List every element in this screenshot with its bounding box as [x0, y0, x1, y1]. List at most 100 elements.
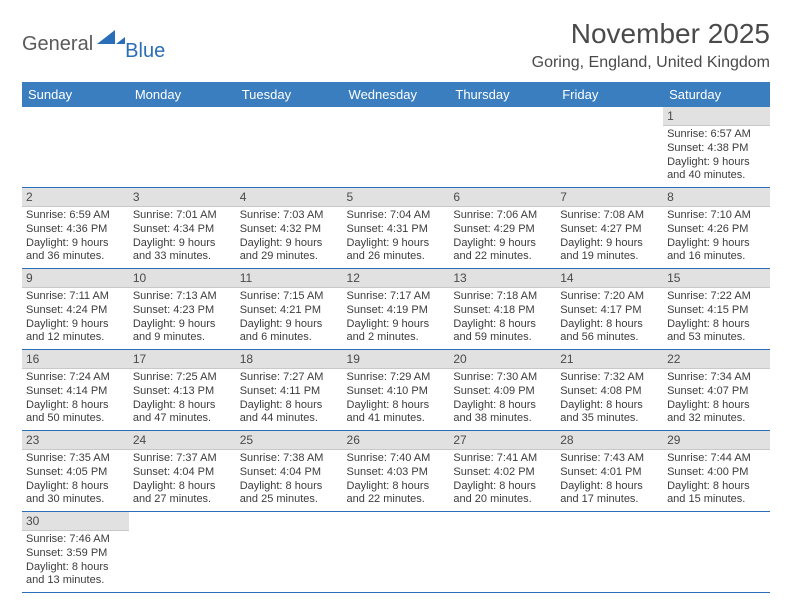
- daylight-text: Daylight: 9 hours and 2 minutes.: [347, 318, 446, 346]
- sunset-text: Sunset: 4:11 PM: [240, 385, 339, 399]
- day-info: Sunrise: 7:24 AMSunset: 4:14 PMDaylight:…: [22, 369, 129, 430]
- sunrise-text: Sunrise: 7:11 AM: [26, 290, 125, 304]
- daylight-text: Daylight: 8 hours and 32 minutes.: [667, 399, 766, 427]
- calendar-day-cell: 29Sunrise: 7:44 AMSunset: 4:00 PMDayligh…: [663, 431, 770, 512]
- weekday-header-row: Sunday Monday Tuesday Wednesday Thursday…: [22, 82, 770, 107]
- sunrise-text: Sunrise: 7:29 AM: [347, 371, 446, 385]
- daylight-text: Daylight: 8 hours and 27 minutes.: [133, 480, 232, 508]
- day-info: Sunrise: 7:13 AMSunset: 4:23 PMDaylight:…: [129, 288, 236, 349]
- sunrise-text: Sunrise: 7:01 AM: [133, 209, 232, 223]
- day-number: 15: [663, 269, 770, 288]
- calendar-day-cell: [236, 512, 343, 593]
- sunrise-text: Sunrise: 7:03 AM: [240, 209, 339, 223]
- calendar-day-cell: 22Sunrise: 7:34 AMSunset: 4:07 PMDayligh…: [663, 350, 770, 431]
- day-number: 8: [663, 188, 770, 207]
- calendar-week-row: 2Sunrise: 6:59 AMSunset: 4:36 PMDaylight…: [22, 188, 770, 269]
- calendar-day-cell: 16Sunrise: 7:24 AMSunset: 4:14 PMDayligh…: [22, 350, 129, 431]
- daylight-text: Daylight: 8 hours and 20 minutes.: [453, 480, 552, 508]
- sunrise-text: Sunrise: 7:46 AM: [26, 533, 125, 547]
- sunrise-text: Sunrise: 7:38 AM: [240, 452, 339, 466]
- sunset-text: Sunset: 4:38 PM: [667, 142, 766, 156]
- daylight-text: Daylight: 8 hours and 25 minutes.: [240, 480, 339, 508]
- calendar-day-cell: 26Sunrise: 7:40 AMSunset: 4:03 PMDayligh…: [343, 431, 450, 512]
- sunset-text: Sunset: 3:59 PM: [26, 547, 125, 561]
- daylight-text: Daylight: 8 hours and 35 minutes.: [560, 399, 659, 427]
- calendar-day-cell: 15Sunrise: 7:22 AMSunset: 4:15 PMDayligh…: [663, 269, 770, 350]
- calendar-day-cell: 23Sunrise: 7:35 AMSunset: 4:05 PMDayligh…: [22, 431, 129, 512]
- day-info: Sunrise: 7:17 AMSunset: 4:19 PMDaylight:…: [343, 288, 450, 349]
- calendar-day-cell: [556, 107, 663, 188]
- day-number: 10: [129, 269, 236, 288]
- day-info: Sunrise: 7:44 AMSunset: 4:00 PMDaylight:…: [663, 450, 770, 511]
- sunset-text: Sunset: 4:01 PM: [560, 466, 659, 480]
- calendar-day-cell: [449, 512, 556, 593]
- day-number: 18: [236, 350, 343, 369]
- sunrise-text: Sunrise: 7:04 AM: [347, 209, 446, 223]
- day-number: 23: [22, 431, 129, 450]
- logo: General Blue: [22, 26, 165, 63]
- daylight-text: Daylight: 8 hours and 15 minutes.: [667, 480, 766, 508]
- calendar-body: 1Sunrise: 6:57 AMSunset: 4:38 PMDaylight…: [22, 107, 770, 593]
- daylight-text: Daylight: 9 hours and 16 minutes.: [667, 237, 766, 265]
- daylight-text: Daylight: 9 hours and 26 minutes.: [347, 237, 446, 265]
- daylight-text: Daylight: 8 hours and 53 minutes.: [667, 318, 766, 346]
- day-number: 7: [556, 188, 663, 207]
- calendar-day-cell: 5Sunrise: 7:04 AMSunset: 4:31 PMDaylight…: [343, 188, 450, 269]
- sunrise-text: Sunrise: 7:17 AM: [347, 290, 446, 304]
- calendar-day-cell: [343, 512, 450, 593]
- calendar-week-row: 1Sunrise: 6:57 AMSunset: 4:38 PMDaylight…: [22, 107, 770, 188]
- calendar-day-cell: 3Sunrise: 7:01 AMSunset: 4:34 PMDaylight…: [129, 188, 236, 269]
- day-info: Sunrise: 7:32 AMSunset: 4:08 PMDaylight:…: [556, 369, 663, 430]
- day-number: 26: [343, 431, 450, 450]
- daylight-text: Daylight: 9 hours and 9 minutes.: [133, 318, 232, 346]
- sunset-text: Sunset: 4:29 PM: [453, 223, 552, 237]
- day-info: Sunrise: 7:46 AMSunset: 3:59 PMDaylight:…: [22, 531, 129, 592]
- day-info: Sunrise: 7:35 AMSunset: 4:05 PMDaylight:…: [22, 450, 129, 511]
- day-info: Sunrise: 7:25 AMSunset: 4:13 PMDaylight:…: [129, 369, 236, 430]
- day-info: Sunrise: 7:20 AMSunset: 4:17 PMDaylight:…: [556, 288, 663, 349]
- sunset-text: Sunset: 4:09 PM: [453, 385, 552, 399]
- sunrise-text: Sunrise: 7:30 AM: [453, 371, 552, 385]
- sunrise-text: Sunrise: 7:44 AM: [667, 452, 766, 466]
- day-number: 20: [449, 350, 556, 369]
- sunrise-text: Sunrise: 6:59 AM: [26, 209, 125, 223]
- daylight-text: Daylight: 8 hours and 59 minutes.: [453, 318, 552, 346]
- day-info: Sunrise: 7:18 AMSunset: 4:18 PMDaylight:…: [449, 288, 556, 349]
- calendar-day-cell: 25Sunrise: 7:38 AMSunset: 4:04 PMDayligh…: [236, 431, 343, 512]
- sunrise-text: Sunrise: 7:40 AM: [347, 452, 446, 466]
- daylight-text: Daylight: 9 hours and 29 minutes.: [240, 237, 339, 265]
- daylight-text: Daylight: 8 hours and 22 minutes.: [347, 480, 446, 508]
- calendar-day-cell: 13Sunrise: 7:18 AMSunset: 4:18 PMDayligh…: [449, 269, 556, 350]
- sunrise-text: Sunrise: 7:37 AM: [133, 452, 232, 466]
- calendar-week-row: 23Sunrise: 7:35 AMSunset: 4:05 PMDayligh…: [22, 431, 770, 512]
- sunset-text: Sunset: 4:26 PM: [667, 223, 766, 237]
- weekday-header: Monday: [129, 82, 236, 107]
- day-number: 17: [129, 350, 236, 369]
- daylight-text: Daylight: 8 hours and 38 minutes.: [453, 399, 552, 427]
- day-number: 24: [129, 431, 236, 450]
- sunset-text: Sunset: 4:00 PM: [667, 466, 766, 480]
- day-number: 4: [236, 188, 343, 207]
- day-number: 6: [449, 188, 556, 207]
- calendar-day-cell: 14Sunrise: 7:20 AMSunset: 4:17 PMDayligh…: [556, 269, 663, 350]
- sunrise-text: Sunrise: 7:08 AM: [560, 209, 659, 223]
- calendar-day-cell: 11Sunrise: 7:15 AMSunset: 4:21 PMDayligh…: [236, 269, 343, 350]
- sunset-text: Sunset: 4:31 PM: [347, 223, 446, 237]
- day-number: 29: [663, 431, 770, 450]
- daylight-text: Daylight: 9 hours and 40 minutes.: [667, 156, 766, 184]
- logo-text-general: General: [22, 33, 93, 56]
- sunset-text: Sunset: 4:04 PM: [133, 466, 232, 480]
- day-number: 22: [663, 350, 770, 369]
- sunset-text: Sunset: 4:10 PM: [347, 385, 446, 399]
- day-number: 9: [22, 269, 129, 288]
- weekday-header: Wednesday: [343, 82, 450, 107]
- day-info: Sunrise: 6:57 AMSunset: 4:38 PMDaylight:…: [663, 126, 770, 187]
- calendar-day-cell: [236, 107, 343, 188]
- sunrise-text: Sunrise: 6:57 AM: [667, 128, 766, 142]
- sunset-text: Sunset: 4:34 PM: [133, 223, 232, 237]
- sunset-text: Sunset: 4:02 PM: [453, 466, 552, 480]
- day-number: 13: [449, 269, 556, 288]
- daylight-text: Daylight: 8 hours and 41 minutes.: [347, 399, 446, 427]
- calendar-day-cell: 1Sunrise: 6:57 AMSunset: 4:38 PMDaylight…: [663, 107, 770, 188]
- sunrise-text: Sunrise: 7:34 AM: [667, 371, 766, 385]
